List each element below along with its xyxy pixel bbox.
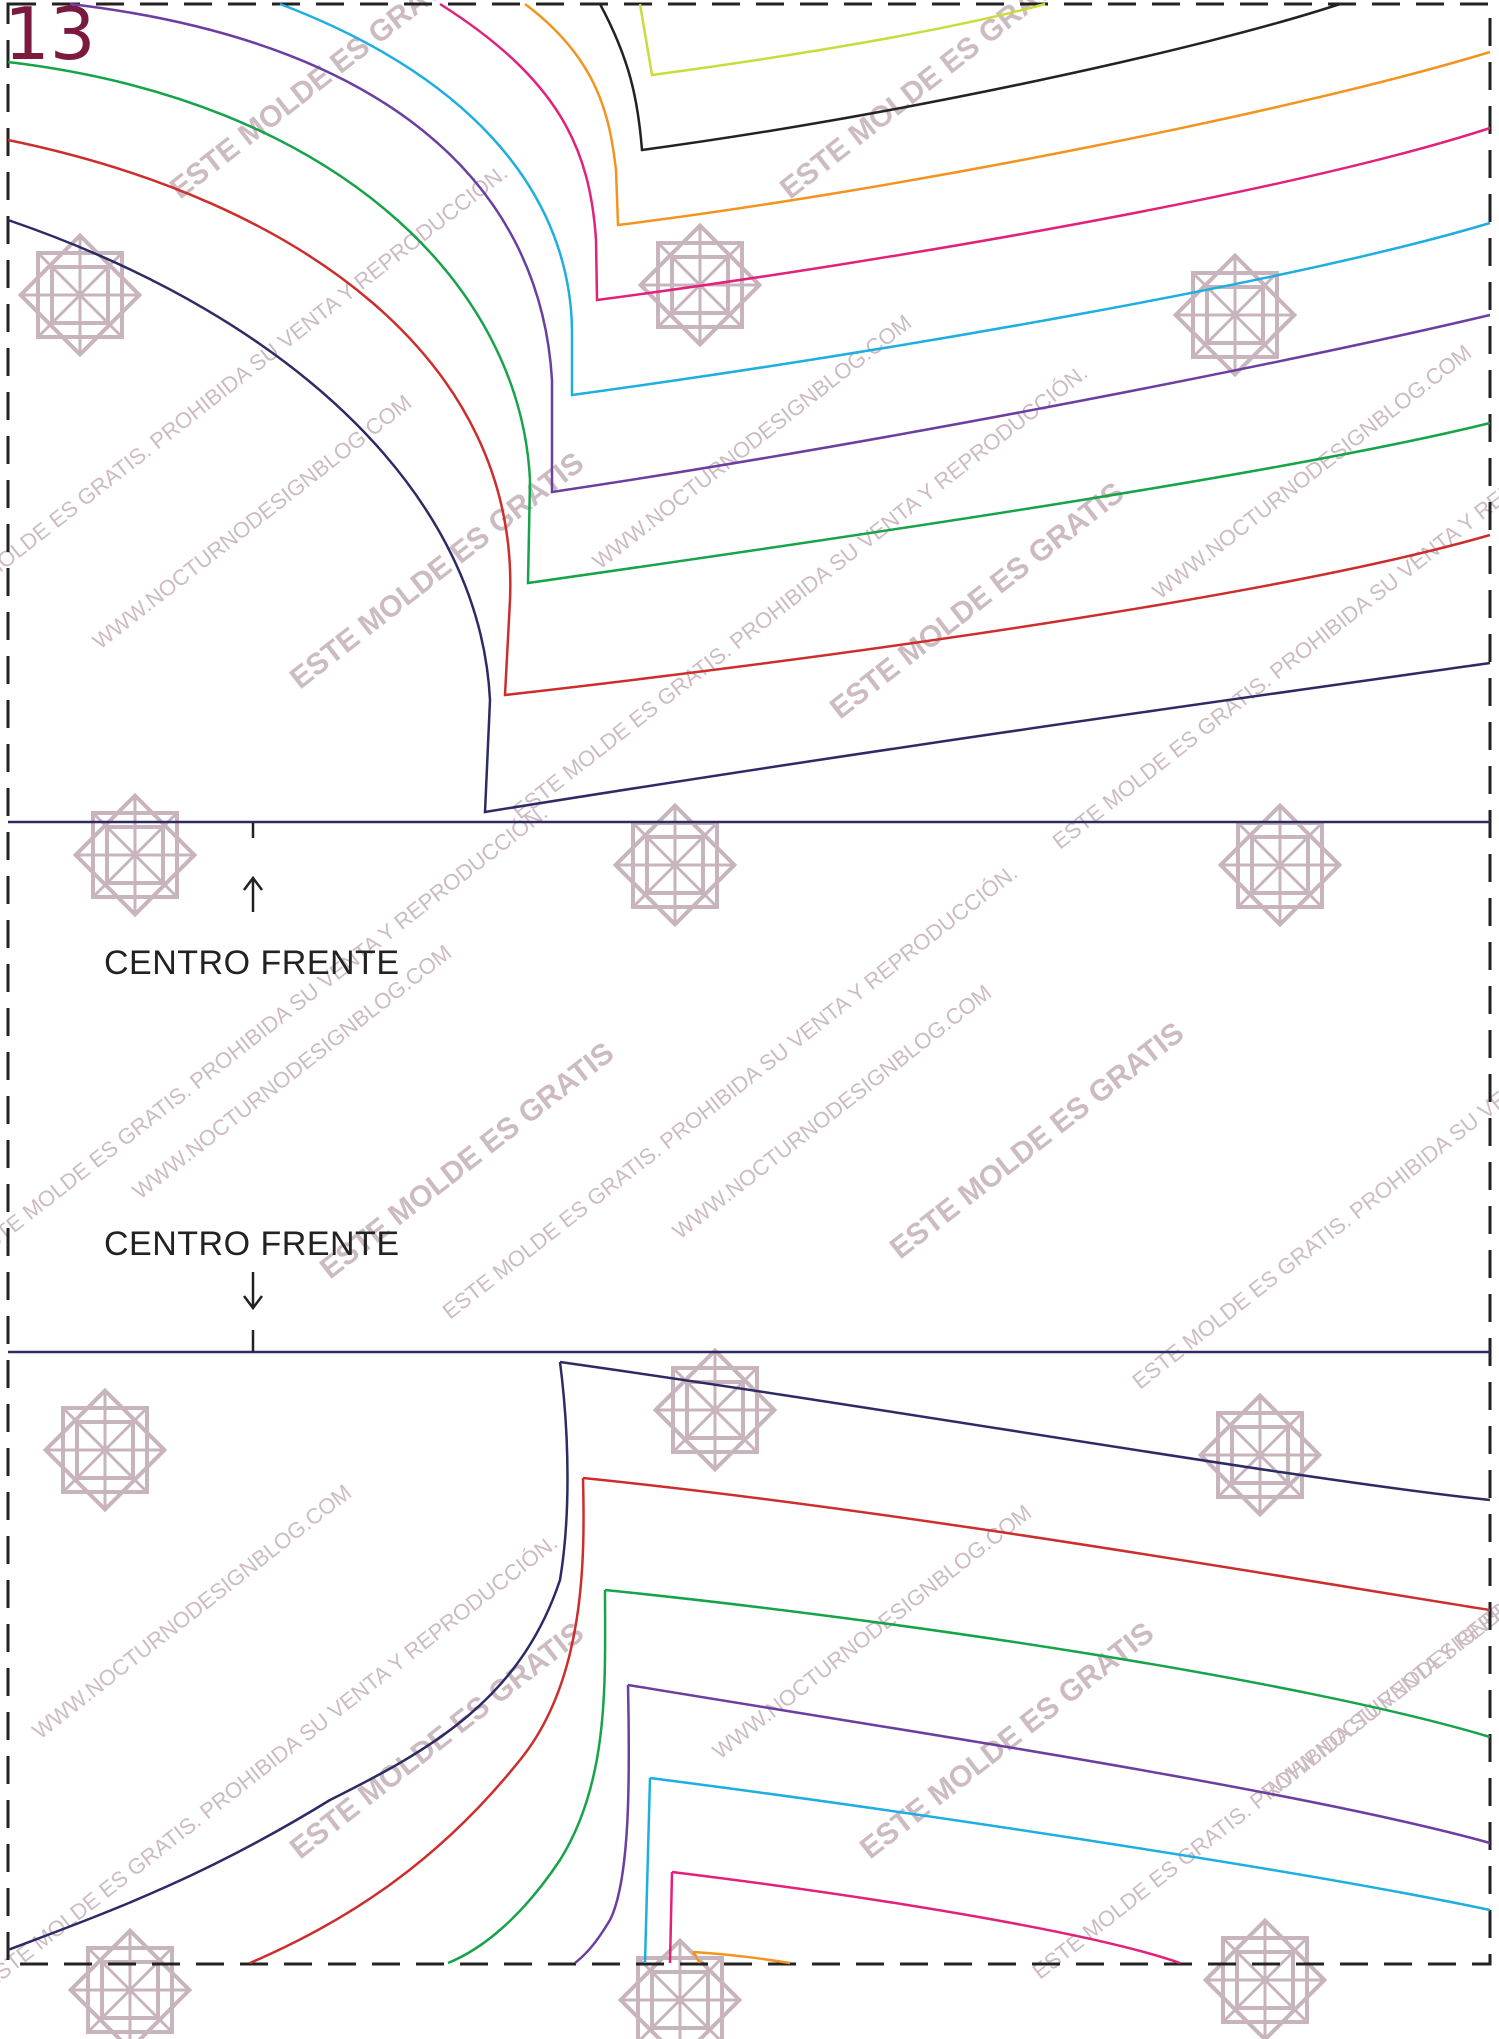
watermark-text: ESTE MOLDE ES GRATIS. PROHIBIDA SU VENTA… — [1128, 930, 1499, 1394]
size-line-navy — [7, 1361, 569, 1952]
watermark-text: ESTE MOLDE ES GRATIS. PROHIBIDA SU VENTA… — [0, 1530, 562, 1994]
watermark-layer: ESTE MOLDE ES GRATIS. PROHIBIDA SU VENTA… — [0, 0, 1499, 1994]
size-line-magenta — [439, 2, 1491, 302]
neckline-curves-top — [7, 2, 1491, 814]
size-line-navy-right — [559, 1360, 1491, 1502]
size-line-green-right — [604, 1588, 1491, 1739]
size-line-purple — [69, 2, 1491, 494]
size-line-green — [7, 60, 1491, 585]
page-number: 13 — [4, 0, 96, 76]
size-line-navy — [7, 218, 1491, 814]
size-line-purple — [574, 1684, 631, 1964]
watermark-text: ESTE MOLDE ES GRATIS — [284, 446, 590, 695]
watermark-text: ESTE MOLDE ES GRATIS. PROHIBIDA SU VENTA… — [1028, 1520, 1499, 1984]
arrow-up-icon — [243, 823, 263, 912]
size-line-red — [249, 1477, 585, 1965]
size-line-purple-right — [627, 1683, 1491, 1845]
size-line-cyan-right — [649, 1776, 1491, 1912]
watermark-text: WWW.NOCTURNODESIGNBLOG.COM — [28, 1480, 356, 1744]
watermark-text: ESTE MOLDE ES GRATIS. PROHIBIDA SU VENTA… — [1048, 390, 1499, 854]
size-line-orange — [524, 2, 1491, 227]
size-line-magenta-right — [671, 1870, 1181, 1965]
size-line-cyan — [279, 2, 1491, 397]
watermark-text: ESTE MOLDE ES GRATIS — [884, 1016, 1190, 1265]
size-line-magenta — [668, 1871, 674, 1964]
arrow-down-icon — [243, 1272, 263, 1352]
centro-frente-label-top: CENTRO FRENTE — [104, 944, 400, 982]
page-border — [6, 2, 1492, 1966]
size-line-black — [598, 2, 1341, 152]
watermark-text: ESTE MOLDE ES GRATIS. PROHIBIDA SU VENTA… — [0, 800, 552, 1264]
size-line-red — [7, 138, 1491, 697]
neckline-curves-bottom — [7, 1360, 1491, 1965]
watermark-text: ESTE MOLDE ES GRATIS — [824, 476, 1130, 725]
size-line-lime — [638, 2, 1046, 77]
centro-frente-label-bottom: CENTRO FRENTE — [104, 1225, 400, 1263]
watermark-text: ESTE MOLDE ES GRATIS. PROHIBIDA SU VENTA… — [438, 860, 1022, 1324]
size-line-orange — [691, 1950, 791, 1965]
size-line-red-right — [582, 1476, 1491, 1612]
size-line-green — [447, 1589, 607, 1965]
size-line-cyan — [643, 1777, 652, 1964]
